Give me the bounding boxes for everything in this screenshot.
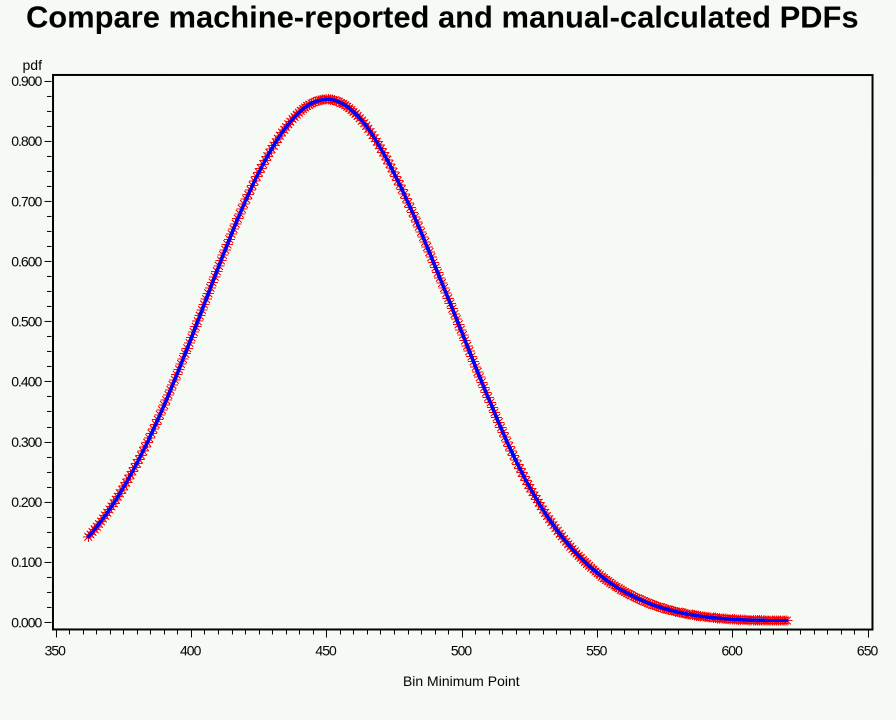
svg-text:0.700: 0.700	[11, 193, 42, 209]
svg-text:400: 400	[180, 643, 202, 659]
svg-text:500: 500	[451, 643, 473, 659]
svg-text:350: 350	[45, 643, 67, 659]
svg-text:0.000: 0.000	[11, 614, 42, 630]
svg-text:pdf: pdf	[23, 57, 43, 73]
svg-text:0.100: 0.100	[11, 554, 42, 570]
svg-text:450: 450	[315, 643, 337, 659]
svg-text:600: 600	[721, 643, 743, 659]
svg-text:0.500: 0.500	[11, 314, 42, 330]
svg-text:0.200: 0.200	[11, 494, 42, 510]
svg-text:550: 550	[586, 643, 608, 659]
svg-text:0.800: 0.800	[11, 133, 42, 149]
svg-text:0.400: 0.400	[11, 374, 42, 390]
svg-text:Bin Minimum Point: Bin Minimum Point	[403, 673, 520, 689]
svg-text:0.300: 0.300	[11, 434, 42, 450]
svg-text:0.600: 0.600	[11, 253, 42, 269]
svg-text:Compare machine-reported and m: Compare machine-reported and manual-calc…	[26, 0, 859, 35]
svg-text:0.900: 0.900	[11, 73, 42, 89]
svg-text:650: 650	[857, 643, 879, 659]
